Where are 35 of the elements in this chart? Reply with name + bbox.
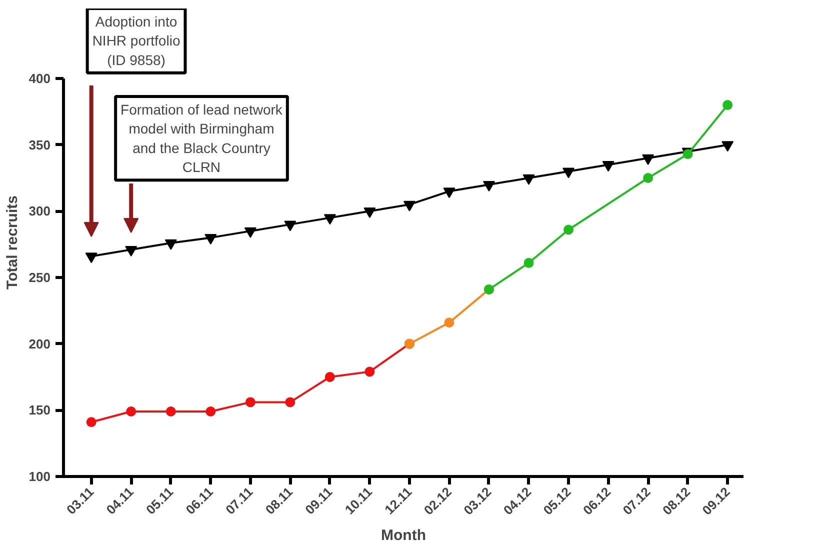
point [443,188,456,198]
point [245,397,256,408]
point [204,234,217,245]
point [602,161,614,172]
point [642,154,654,165]
point [722,141,734,152]
point [206,406,216,416]
point [166,406,176,416]
point [126,406,136,416]
point [562,168,575,178]
point [522,174,535,185]
point [364,207,376,218]
point [164,239,177,250]
y-tick-label: 200 [28,336,51,352]
y-axis-title: Total recruits [4,196,21,290]
y-tick-label: 400 [28,71,51,86]
point [324,214,336,225]
point [482,180,495,192]
point [244,227,256,238]
x-axis-title: Month [381,526,426,544]
point [285,397,296,408]
point [86,417,96,428]
y-tick-label: 300 [28,204,51,219]
point [324,372,335,382]
y-tick-label: 350 [28,137,51,152]
point [125,246,138,256]
y-tick-label: 250 [28,270,51,285]
y-tick-label: 100 [28,469,51,484]
point [403,200,416,212]
point [364,366,375,377]
annotation: Formation of lead network model with Birmingham and the Black Country CLRN [120,102,284,176]
point [85,252,98,264]
text: Adoption into NIHR portfolio (ID 9858) [92,14,180,68]
point [284,220,296,232]
y-tick-label: 150 [28,402,51,418]
